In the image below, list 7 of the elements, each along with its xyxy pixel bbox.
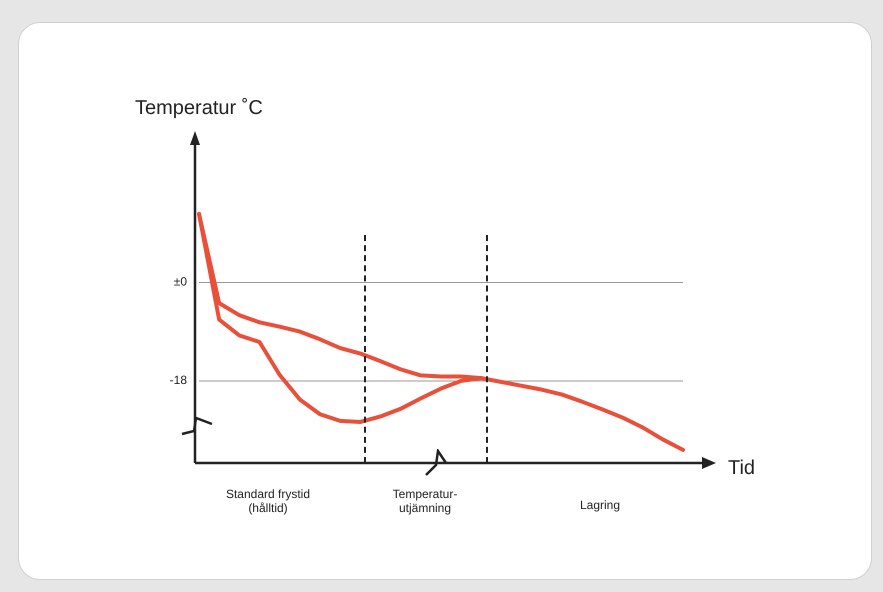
y-tick-label: -18 (170, 373, 188, 388)
x-axis-title: Tid (728, 457, 756, 480)
text: Temperatur- utjämning (392, 487, 458, 515)
y-axis-title: Temperatur ˚C (135, 97, 263, 120)
text: Lagring (578, 498, 622, 512)
text: Standard frystid (hålltid) (224, 487, 312, 515)
y-tick-label: ±0 (174, 274, 188, 289)
